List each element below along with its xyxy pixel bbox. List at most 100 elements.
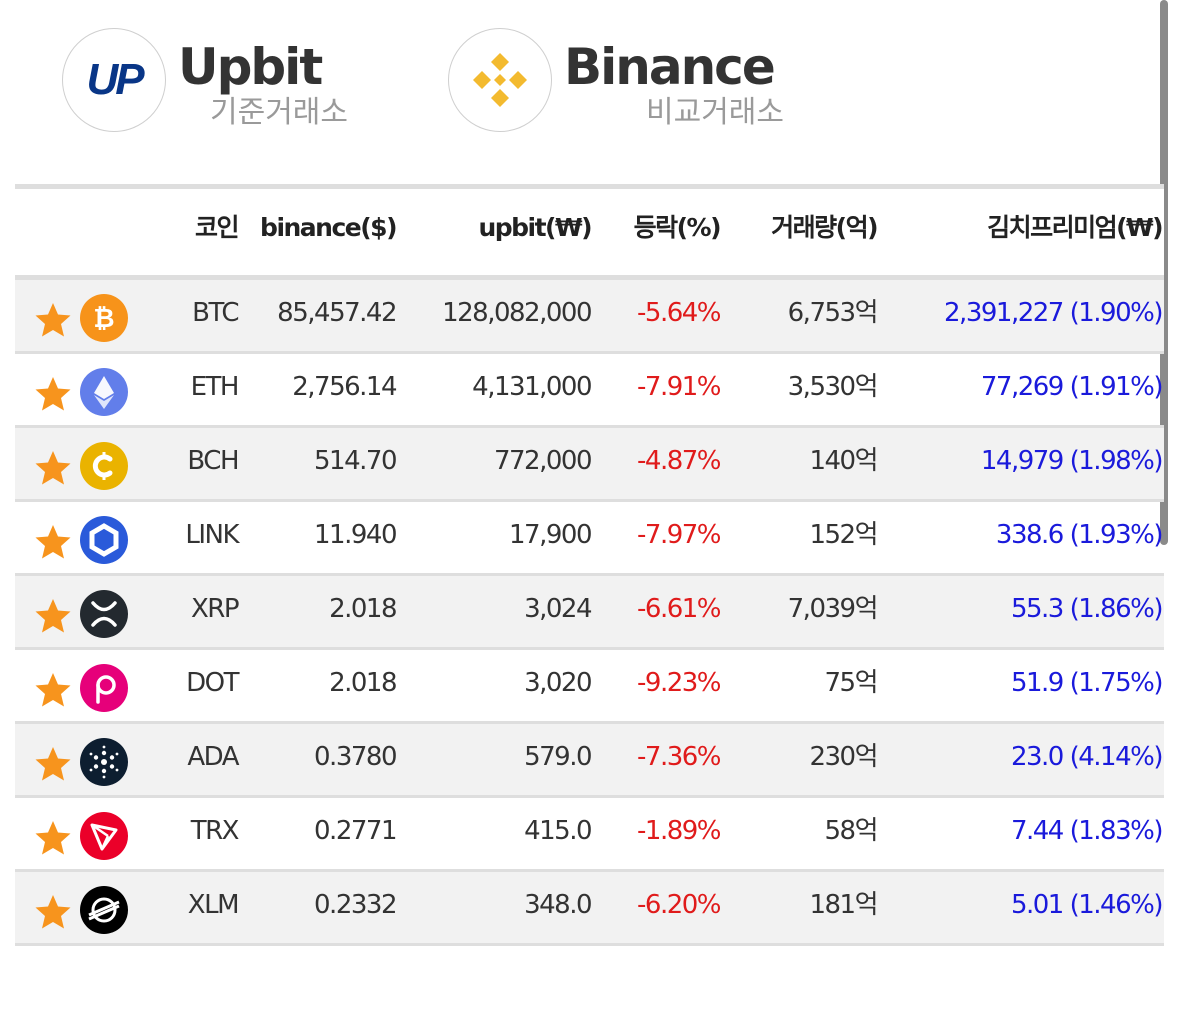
price-table: 코인 binance($) upbit(₩) 등락(%) 거래량(억) 김치프리… xyxy=(15,184,1164,946)
trade-volume: 230억 xyxy=(809,742,878,772)
trade-volume: 7,039억 xyxy=(787,594,879,624)
exchange-header: UP Upbit 기준거래소 Binance 비교거래소 xyxy=(0,0,1179,180)
coin-symbol: BTC xyxy=(192,298,239,328)
upbit-price: 415.0 xyxy=(524,816,592,846)
kimchi-premium: 338.6 (1.93%) xyxy=(995,520,1164,550)
coin-symbol: ADA xyxy=(187,742,239,772)
upbit-price: 348.0 xyxy=(524,890,592,920)
header-upbit[interactable]: upbit(₩) xyxy=(478,213,592,242)
favorite-star-icon[interactable] xyxy=(35,746,71,782)
upbit-logo: UP xyxy=(62,28,166,132)
binance-price: 2.018 xyxy=(329,668,397,698)
stellar-icon xyxy=(80,886,128,934)
base-exchange-name: Upbit xyxy=(178,38,323,96)
favorite-star-icon[interactable] xyxy=(35,524,71,560)
kimchi-premium: 7.44 (1.83%) xyxy=(1010,816,1164,846)
change-percent: -7.36% xyxy=(637,742,721,772)
svg-text:₿: ₿ xyxy=(93,303,114,333)
trade-volume: 3,530억 xyxy=(787,372,879,402)
upbit-price: 579.0 xyxy=(524,742,592,772)
coin-symbol: XRP xyxy=(190,594,240,624)
favorite-star-icon[interactable] xyxy=(35,672,71,708)
header-change[interactable]: 등락(%) xyxy=(633,213,722,242)
trade-volume: 152억 xyxy=(809,520,878,550)
kimchi-premium: 23.0 (4.14%) xyxy=(1010,742,1164,772)
change-percent: -9.23% xyxy=(637,668,721,698)
change-percent: -6.20% xyxy=(637,890,721,920)
upbit-price: 17,900 xyxy=(509,520,592,550)
polkadot-icon xyxy=(80,664,128,712)
change-percent: -5.64% xyxy=(637,298,721,328)
header-binance[interactable]: binance($) xyxy=(260,213,397,242)
binance-price: 0.2332 xyxy=(314,890,397,920)
bitcoin-icon: ₿ xyxy=(80,294,128,342)
favorite-star-icon[interactable] xyxy=(35,450,71,486)
kimchi-premium: 77,269 (1.91%) xyxy=(980,372,1164,402)
trade-volume: 181억 xyxy=(809,890,878,920)
favorite-star-icon[interactable] xyxy=(35,302,71,338)
chainlink-icon xyxy=(80,516,128,564)
table-row[interactable]: XRP 2.018 3,024 -6.61% 7,039억 55.3 (1.86%) xyxy=(15,576,1164,650)
binance-price: 514.70 xyxy=(314,446,397,476)
binance-logo xyxy=(448,28,552,132)
coin-symbol: ETH xyxy=(190,372,240,402)
table-row[interactable]: BCH 514.70 772,000 -4.87% 140억 14,979 (1.98%) xyxy=(15,428,1164,502)
coin-symbol: LINK xyxy=(185,520,239,550)
table-row[interactable]: DOT 2.018 3,020 -9.23% 75억 51.9 (1.75%) xyxy=(15,650,1164,724)
kimchi-premium: 55.3 (1.86%) xyxy=(1010,594,1164,624)
xrp-icon xyxy=(80,590,128,638)
binance-price: 2.018 xyxy=(329,594,397,624)
favorite-star-icon[interactable] xyxy=(35,820,71,856)
kimchi-premium: 2,391,227 (1.90%) xyxy=(944,298,1163,328)
kimchi-premium: 51.9 (1.75%) xyxy=(1010,668,1164,698)
compare-exchange-subtitle: 비교거래소 xyxy=(646,95,784,130)
table-header: 코인 binance($) upbit(₩) 등락(%) 거래량(억) 김치프리… xyxy=(15,184,1164,280)
header-coin[interactable]: 코인 xyxy=(194,213,240,242)
cardano-icon xyxy=(80,738,128,786)
upbit-price: 4,131,000 xyxy=(472,372,592,402)
table-row[interactable]: LINK 11.940 17,900 -7.97% 152억 338.6 (1.93%) xyxy=(15,502,1164,576)
binance-logo-icon xyxy=(473,53,527,107)
tron-icon xyxy=(80,812,128,860)
change-percent: -7.91% xyxy=(637,372,721,402)
kimchi-premium: 14,979 (1.98%) xyxy=(980,446,1164,476)
binance-price: 2,756.14 xyxy=(292,372,397,402)
bitcoin-cash-icon xyxy=(80,442,128,490)
table-row[interactable]: ADA 0.3780 579.0 -7.36% 230억 23.0 (4.14%) xyxy=(15,724,1164,798)
trade-volume: 75억 xyxy=(824,668,878,698)
compare-exchange-name: Binance xyxy=(564,38,776,96)
change-percent: -1.89% xyxy=(637,816,721,846)
trade-volume: 6,753억 xyxy=(787,298,879,328)
binance-price: 11.940 xyxy=(314,520,397,550)
change-percent: -6.61% xyxy=(637,594,721,624)
change-percent: -7.97% xyxy=(637,520,721,550)
upbit-logo-text: UP xyxy=(86,55,144,104)
favorite-star-icon[interactable] xyxy=(35,894,71,930)
upbit-price: 3,024 xyxy=(524,594,592,624)
table-row[interactable]: TRX 0.2771 415.0 -1.89% 58억 7.44 (1.83%) xyxy=(15,798,1164,872)
ethereum-icon xyxy=(80,368,128,416)
upbit-price: 3,020 xyxy=(524,668,592,698)
header-kimchi-premium[interactable]: 김치프리미엄(₩) xyxy=(987,213,1163,242)
kimchi-premium: 5.01 (1.46%) xyxy=(1010,890,1164,920)
binance-price: 85,457.42 xyxy=(277,298,397,328)
binance-price: 0.3780 xyxy=(314,742,397,772)
coin-symbol: XLM xyxy=(187,890,240,920)
binance-price: 0.2771 xyxy=(314,816,397,846)
change-percent: -4.87% xyxy=(637,446,721,476)
table-row[interactable]: XLM 0.2332 348.0 -6.20% 181억 5.01 (1.46%) xyxy=(15,872,1164,946)
coin-symbol: DOT xyxy=(186,668,239,698)
table-body: ₿ BTC 85,457.42 128,082,000 -5.64% 6,753억 2,39… xyxy=(15,280,1164,946)
table-row[interactable]: ETH 2,756.14 4,131,000 -7.91% 3,530억 77,269 (… xyxy=(15,354,1164,428)
table-row[interactable]: ₿ BTC 85,457.42 128,082,000 -5.64% 6,753억 2,39… xyxy=(15,280,1164,354)
favorite-star-icon[interactable] xyxy=(35,598,71,634)
trade-volume: 58억 xyxy=(824,816,878,846)
favorite-star-icon[interactable] xyxy=(35,376,71,412)
scrollbar[interactable] xyxy=(1160,0,1168,545)
header-volume[interactable]: 거래량(억) xyxy=(771,213,878,242)
coin-symbol: BCH xyxy=(187,446,239,476)
coin-symbol: TRX xyxy=(190,816,240,846)
base-exchange-subtitle: 기준거래소 xyxy=(210,95,348,130)
upbit-price: 772,000 xyxy=(493,446,593,476)
trade-volume: 140억 xyxy=(809,446,878,476)
